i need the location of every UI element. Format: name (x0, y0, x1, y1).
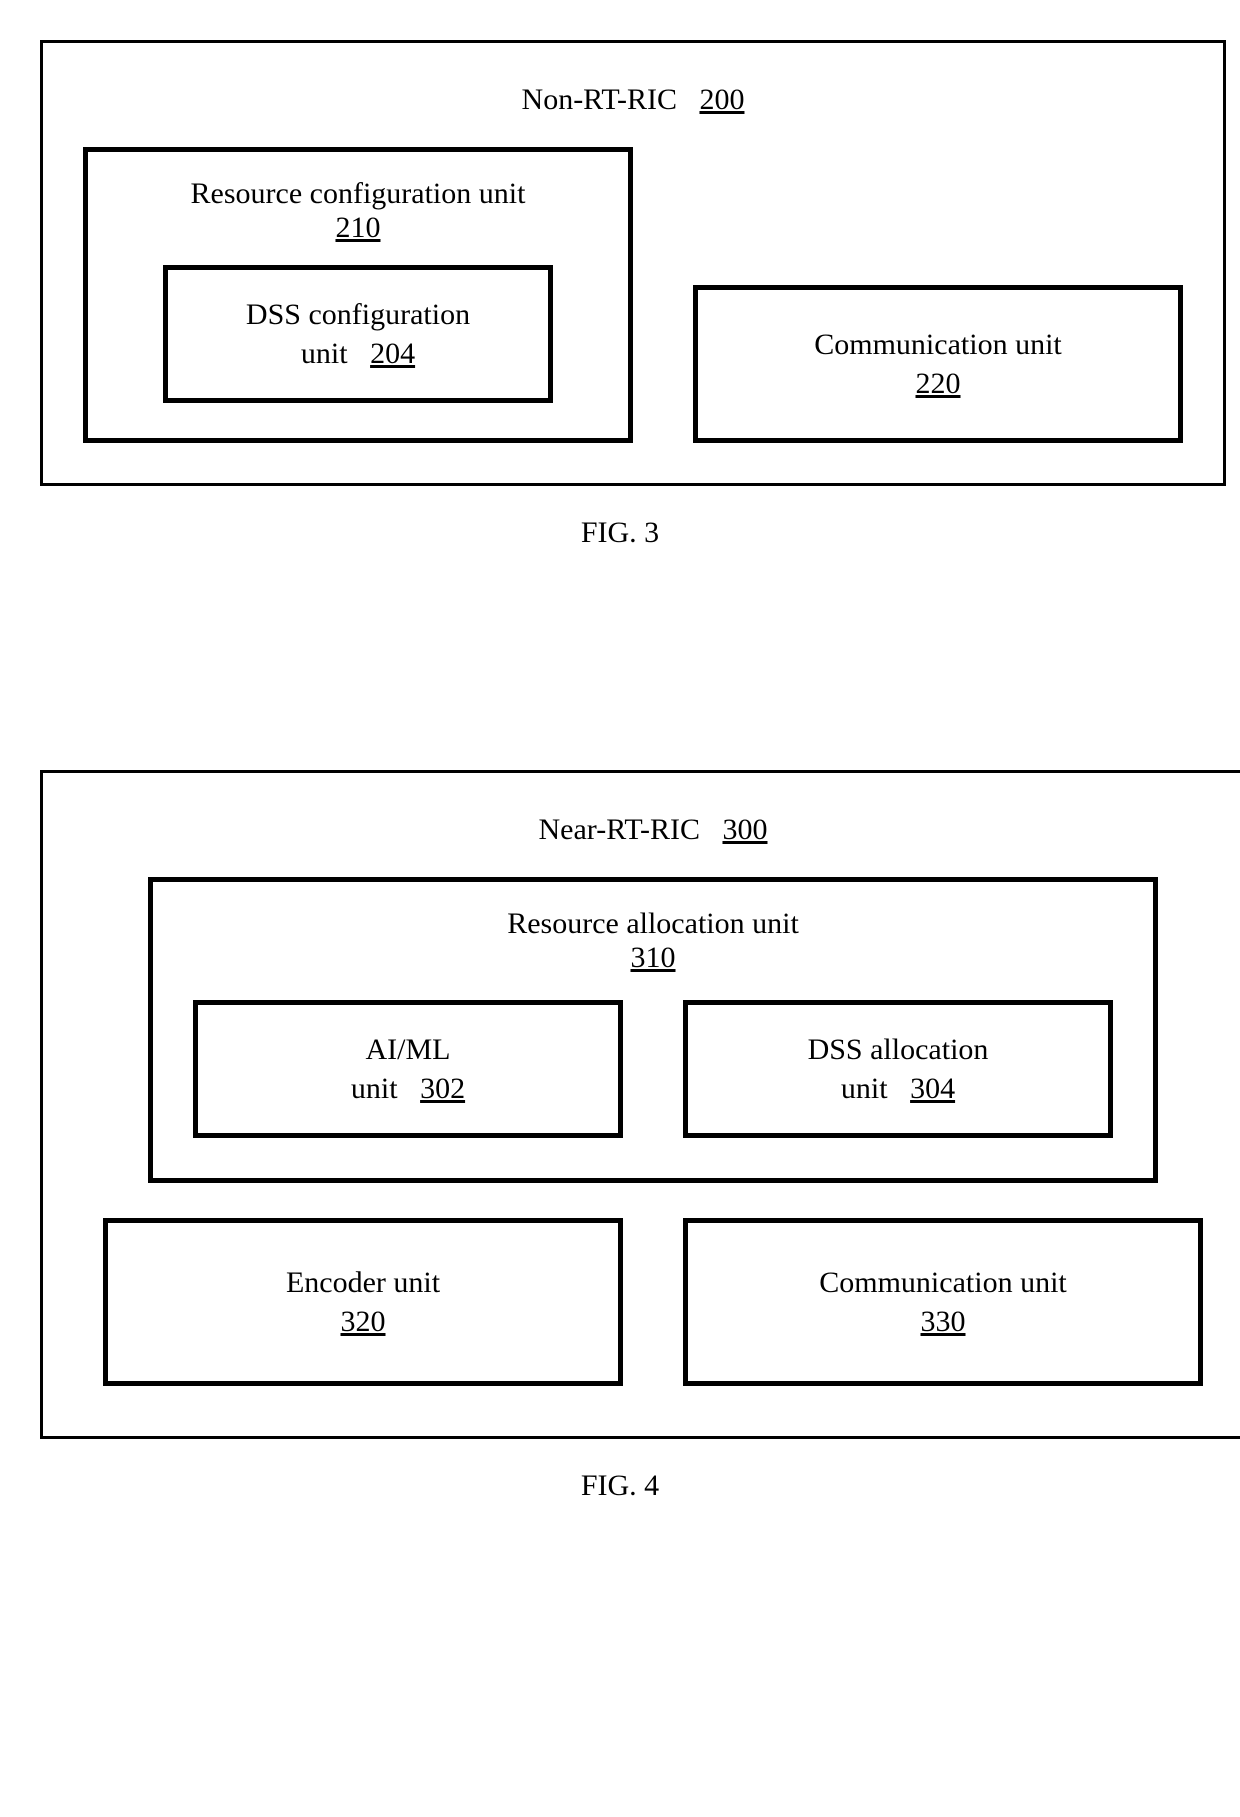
near-rt-ric-title: Near-RT-RIC 300 (103, 813, 1203, 847)
ai-ml-unit-title: AI/ML unit 302 (218, 1030, 598, 1108)
ai-ml-ref: 302 (420, 1072, 465, 1105)
spacer (40, 610, 1200, 770)
near-rt-ric-ref: 300 (722, 813, 767, 846)
communication-unit-text-fig4: Communication unit (708, 1263, 1178, 1302)
resource-allocation-title-text: Resource allocation unit (193, 907, 1113, 941)
fig4-bottom-row: Encoder unit 320 Communication unit 330 (103, 1218, 1203, 1386)
resource-config-title: Resource configuration unit 210 (191, 177, 526, 245)
resource-allocation-title: Resource allocation unit 310 (193, 907, 1113, 975)
encoder-unit-box: Encoder unit 320 (103, 1218, 623, 1386)
dss-allocation-box: DSS allocation unit 304 (683, 1000, 1113, 1138)
resource-config-ref: 210 (335, 211, 380, 244)
resource-config-title-text: Resource configuration unit (191, 177, 526, 211)
communication-unit-text-fig3: Communication unit (814, 325, 1062, 364)
fig3-caption: FIG. 3 (40, 516, 1200, 550)
fig3-row: Resource configuration unit 210 DSS conf… (83, 147, 1183, 443)
figure-4: Near-RT-RIC 300 Resource allocation unit… (40, 770, 1200, 1503)
communication-unit-title-fig3: Communication unit 220 (814, 325, 1062, 403)
communication-unit-box-fig4: Communication unit 330 (683, 1218, 1203, 1386)
non-rt-ric-title: Non-RT-RIC 200 (83, 83, 1183, 117)
non-rt-ric-box: Non-RT-RIC 200 Resource configuration un… (40, 40, 1226, 486)
ai-ml-line2-prefix: unit (351, 1072, 398, 1105)
resource-allocation-box: Resource allocation unit 310 AI/ML unit … (148, 877, 1158, 1183)
figure-3: Non-RT-RIC 200 Resource configuration un… (40, 40, 1200, 550)
resource-config-box: Resource configuration unit 210 DSS conf… (83, 147, 633, 443)
dss-allocation-line1: DSS allocation (708, 1030, 1088, 1069)
fig4-caption: FIG. 4 (40, 1469, 1200, 1503)
near-rt-ric-title-text: Near-RT-RIC (539, 813, 700, 846)
encoder-unit-title: Encoder unit 320 (128, 1263, 598, 1341)
communication-unit-title-fig4: Communication unit 330 (708, 1263, 1178, 1341)
non-rt-ric-title-text: Non-RT-RIC (522, 83, 677, 116)
communication-unit-box-fig3: Communication unit 220 (693, 285, 1183, 443)
ai-ml-unit-box: AI/ML unit 302 (193, 1000, 623, 1138)
near-rt-ric-box: Near-RT-RIC 300 Resource allocation unit… (40, 770, 1240, 1439)
ai-ml-line1: AI/ML (218, 1030, 598, 1069)
dss-config-box: DSS configuration unit 204 (163, 265, 553, 403)
encoder-unit-text: Encoder unit (128, 1263, 598, 1302)
fig4-inner-row: AI/ML unit 302 DSS allocation unit (193, 1000, 1113, 1138)
dss-config-ref: 204 (370, 337, 415, 370)
dss-allocation-ref: 304 (910, 1072, 955, 1105)
dss-allocation-title: DSS allocation unit 304 (708, 1030, 1088, 1108)
resource-allocation-ref: 310 (631, 941, 676, 974)
dss-config-line1: DSS configuration (198, 295, 518, 334)
dss-allocation-line2-prefix: unit (841, 1072, 888, 1105)
communication-unit-ref-fig3: 220 (916, 367, 961, 400)
encoder-unit-ref: 320 (341, 1305, 386, 1338)
dss-config-line2-prefix: unit (301, 337, 348, 370)
dss-config-title: DSS configuration unit 204 (198, 295, 518, 373)
communication-unit-ref-fig4: 330 (921, 1305, 966, 1338)
non-rt-ric-ref: 200 (699, 83, 744, 116)
